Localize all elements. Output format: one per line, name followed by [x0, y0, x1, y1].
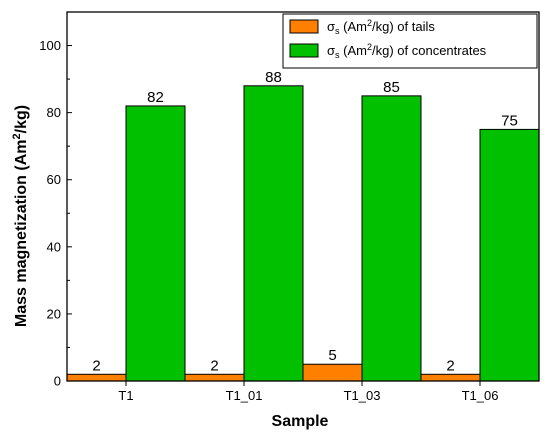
- data-label: 82: [147, 89, 164, 106]
- bar: [243, 85, 304, 382]
- y-axis-title-suffix: /kg): [13, 105, 30, 133]
- legend-swatch: [289, 43, 319, 58]
- y-tick-label: 60: [47, 172, 61, 187]
- y-tick-label: 100: [39, 38, 61, 53]
- x-axis-title: Sample: [272, 413, 329, 430]
- data-labels: 2 82 2 88 5 85 2 75: [92, 69, 518, 374]
- data-label: 5: [328, 347, 336, 364]
- legend-box: [282, 13, 538, 69]
- bar: [302, 363, 363, 382]
- y-tick-label: 0: [54, 374, 61, 389]
- x-tick-label: T1_01: [226, 388, 263, 403]
- x-tick-label: T1_03: [344, 388, 381, 403]
- x-tick-label: T1_06: [462, 388, 499, 403]
- data-label: 2: [446, 357, 454, 374]
- data-label: 75: [501, 112, 518, 129]
- bars: [66, 85, 540, 382]
- y-axis-title-sup: 2: [11, 133, 23, 139]
- data-label: 2: [210, 357, 218, 374]
- y-axis: 0 20 40 60 80 100: [39, 38, 72, 389]
- bar: [479, 128, 540, 382]
- y-tick-label: 40: [47, 239, 61, 254]
- y-axis-title: Mass magnetization (Am2/kg): [11, 105, 30, 327]
- y-tick-label: 80: [47, 105, 61, 120]
- data-label: 2: [92, 357, 100, 374]
- bar: [125, 105, 186, 382]
- bar: [184, 373, 245, 382]
- plot-frame: [66, 11, 540, 382]
- data-label: 85: [383, 79, 400, 96]
- legend-entry: σs (Am2/kg) of tails: [327, 18, 435, 36]
- legend-swatch: [289, 19, 319, 34]
- x-tick-label: T1: [118, 388, 133, 403]
- y-tick-label: 20: [47, 306, 61, 321]
- bar: [66, 373, 127, 382]
- x-axis: T1 T1_01 T1_03 T1_06: [118, 381, 498, 403]
- y-axis-title-prefix: Mass magnetization (Am: [13, 139, 30, 327]
- legend-entry: σs (Am2/kg) of concentrates: [327, 42, 487, 60]
- bar: [420, 373, 481, 382]
- bar: [361, 95, 422, 382]
- data-label: 88: [265, 69, 282, 86]
- legend: σs (Am2/kg) of tails σs (Am2/kg) of conce…: [282, 13, 538, 69]
